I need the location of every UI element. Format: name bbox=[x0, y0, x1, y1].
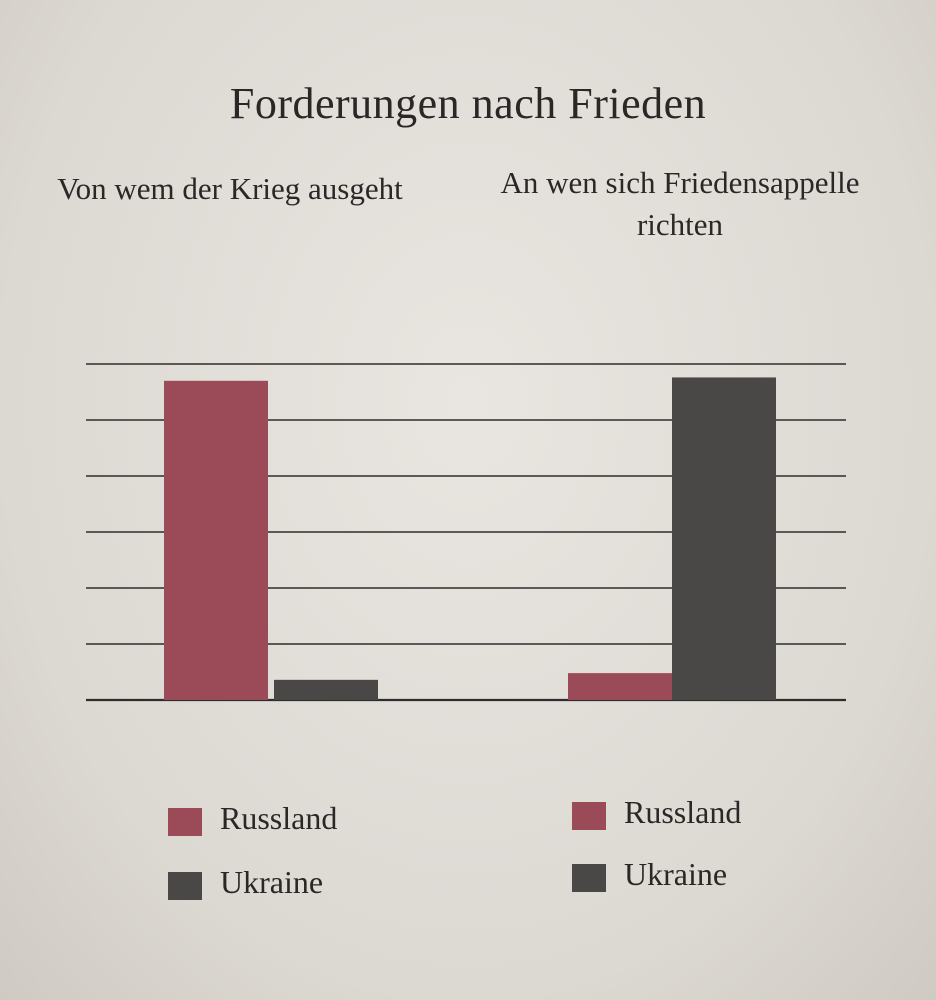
legend-label-ukraine: Ukraine bbox=[220, 864, 324, 900]
bars bbox=[164, 377, 776, 700]
bar-right-russland bbox=[568, 673, 672, 700]
chart-title: Forderungen nach Frieden bbox=[229, 79, 707, 128]
left-chart-subtitle: Von wem der Krieg ausgeht bbox=[57, 171, 403, 206]
legend-label-russland: Russland bbox=[624, 794, 742, 830]
bar-left-ukraine bbox=[274, 679, 378, 700]
legend-swatch-russland bbox=[168, 808, 202, 836]
legend-swatch-russland bbox=[572, 802, 606, 830]
legend-label-ukraine: Ukraine bbox=[624, 856, 728, 892]
bar-right-ukraine bbox=[672, 377, 776, 700]
right-chart-subtitle: An wen sich Friedensappelle richten bbox=[500, 165, 860, 242]
legend-swatch-ukraine bbox=[572, 864, 606, 892]
legend-label-russland: Russland bbox=[220, 800, 338, 836]
legend-swatch-ukraine bbox=[168, 872, 202, 900]
bar-left-russland bbox=[164, 380, 268, 700]
